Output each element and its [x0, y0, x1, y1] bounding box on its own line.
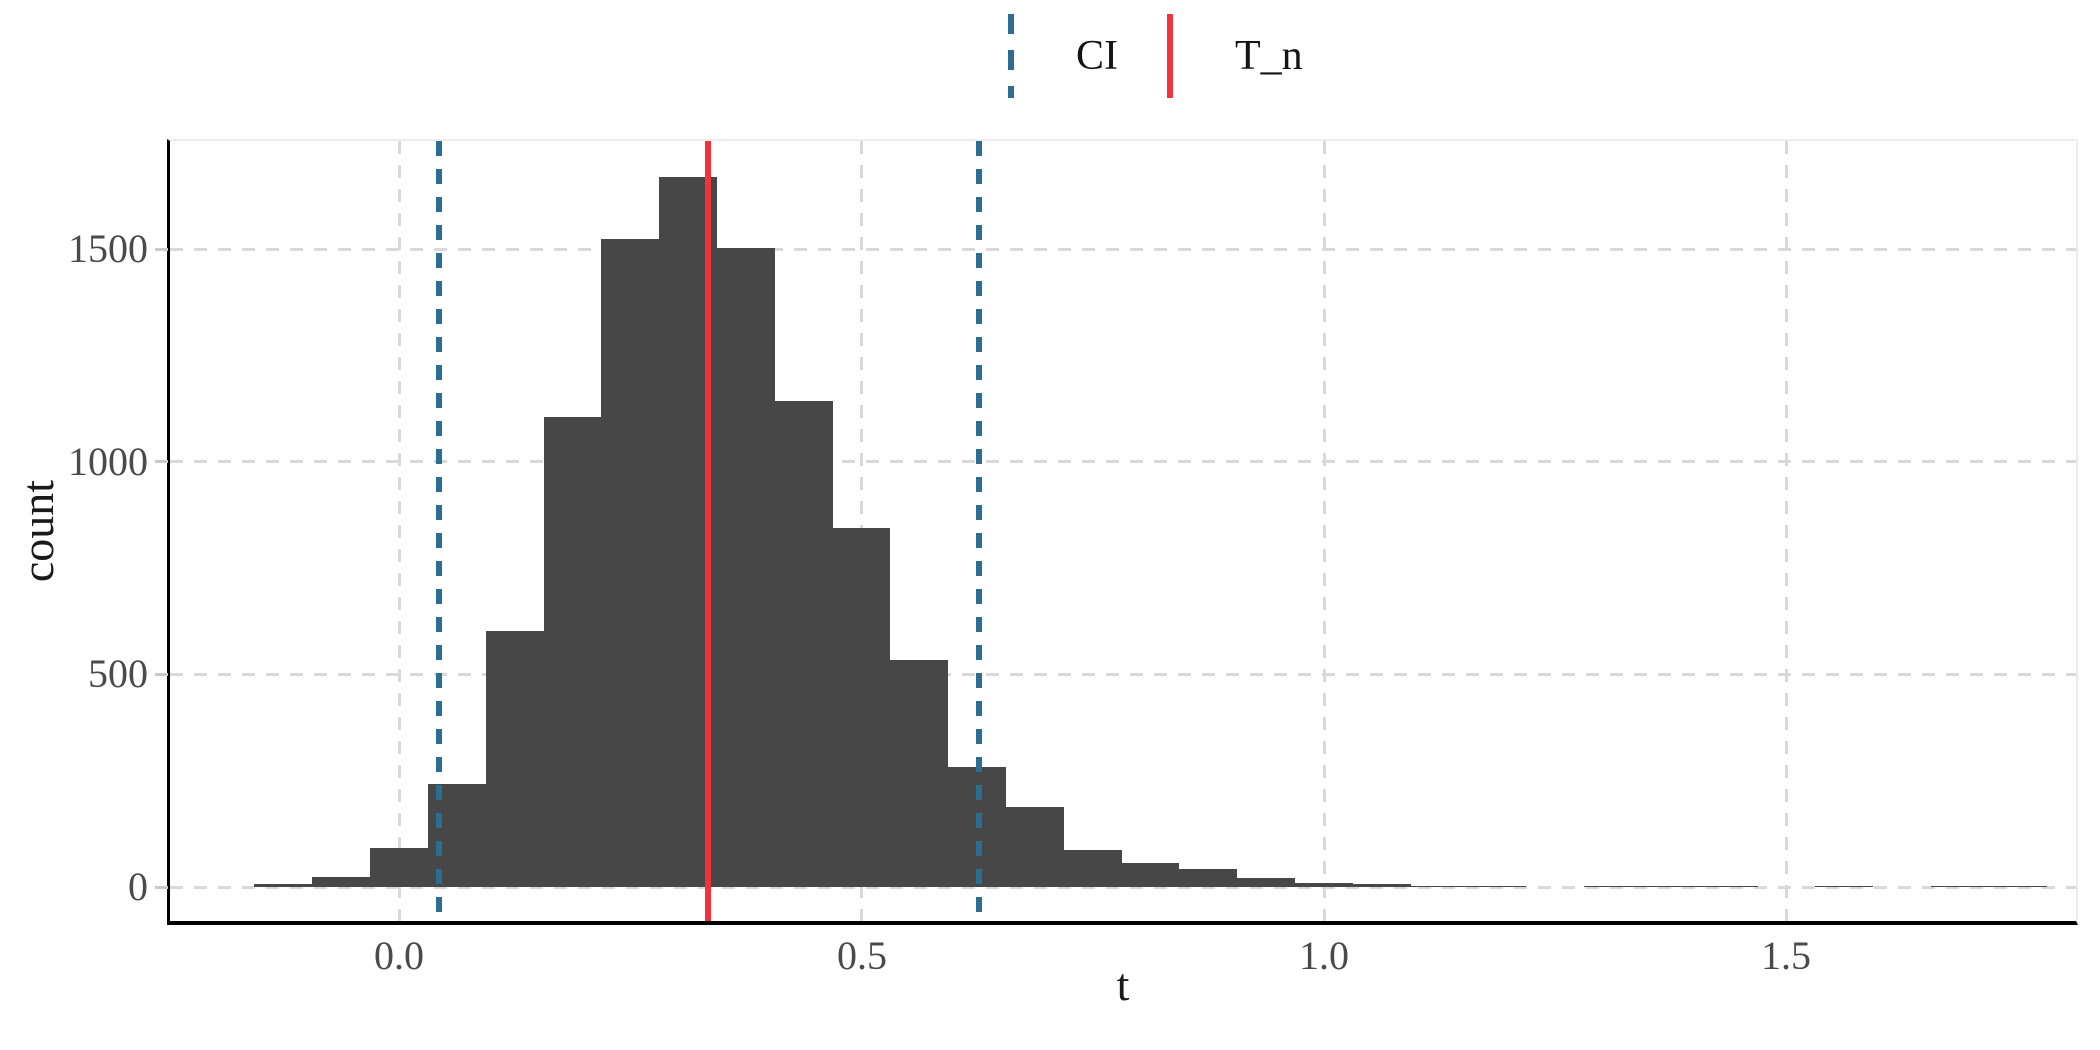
gridline-x-1 [1322, 141, 1326, 921]
y-tick-mark-500 [155, 672, 168, 676]
x-tick-label: 0.5 [837, 933, 887, 978]
y-tick-label: 500 [88, 651, 148, 696]
y-tick-mark-1000 [155, 460, 168, 464]
gridline-x-0 [397, 141, 401, 921]
histogram-bar [370, 848, 428, 887]
x-tick-label: 0.0 [374, 933, 424, 978]
histogram-bar [601, 238, 660, 887]
histogram-bar [1468, 886, 1527, 887]
vline-CI_upper [975, 141, 982, 921]
x-axis-title: t [1116, 959, 1130, 1010]
y-tick-mark-1500 [155, 247, 168, 251]
y-tick-label: 1500 [68, 226, 148, 271]
vline-T_n [704, 141, 711, 921]
histogram-bar [1931, 886, 1989, 887]
histogram-bar [1352, 884, 1411, 887]
legend-key-ci-dashed-line [1008, 14, 1014, 98]
histogram-bar [1641, 886, 1700, 887]
gridline-y-1000 [170, 460, 2076, 464]
gridline-y-500 [170, 672, 2076, 676]
y-tick-label: 0 [128, 864, 148, 909]
plot-panel [167, 139, 2078, 925]
gridline-x-1.5 [1785, 141, 1788, 921]
histogram-bar [1179, 869, 1238, 887]
legend-label-ci: CI [1076, 33, 1118, 79]
histogram-bar [543, 416, 602, 887]
y-tick-mark-0 [155, 885, 168, 889]
histogram-bar [774, 400, 833, 887]
legend: CI T_n [1008, 14, 1303, 98]
histogram-bar [254, 884, 313, 887]
gridline-y-0 [170, 885, 2076, 889]
histogram-bar [1699, 886, 1758, 887]
legend-key-tn-solid-line [1167, 14, 1173, 98]
histogram-bar [485, 631, 544, 887]
histogram-bar [890, 660, 949, 887]
histogram-bar [1410, 885, 1469, 887]
legend-label-tn: T_n [1235, 33, 1303, 79]
vline-CI_lower [435, 141, 442, 921]
x-tick-label: 1.0 [1299, 933, 1349, 978]
y-tick-label: 1000 [68, 439, 148, 484]
gridline-y-1500 [170, 247, 2076, 251]
histogram-bar [312, 876, 371, 887]
histogram-bar [1815, 886, 1874, 887]
histogram-bar [832, 527, 891, 887]
histogram-bar [1295, 882, 1353, 887]
x-tick-label: 1.5 [1761, 933, 1811, 978]
histogram-bar [1988, 886, 2047, 887]
y-axis-title: count [12, 479, 63, 583]
histogram-bar [1006, 806, 1064, 887]
histogram-bar [1237, 878, 1296, 887]
histogram-bar [1063, 849, 1122, 887]
histogram-bar [1121, 863, 1180, 887]
histogram-bar [716, 247, 775, 887]
histogram-bar [1584, 886, 1642, 887]
